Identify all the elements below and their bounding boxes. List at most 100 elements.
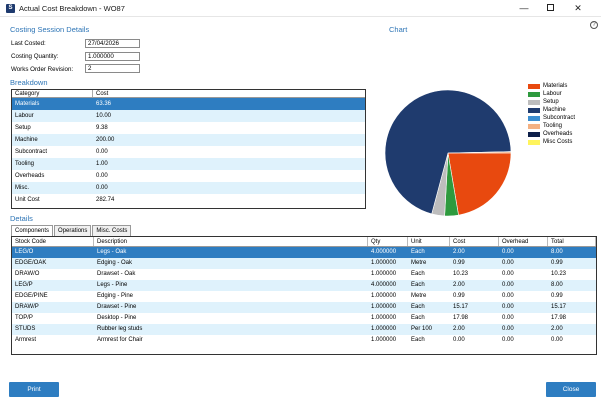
breakdown-title: Breakdown bbox=[10, 78, 48, 87]
cost-column-header[interactable]: Cost bbox=[96, 91, 109, 97]
total-cell: 8.00 bbox=[551, 282, 563, 288]
legend-label: Materials bbox=[543, 83, 568, 89]
cost-cell: 10.23 bbox=[453, 271, 469, 277]
table-row[interactable]: STUDS Rubber leg studs 1.000000 Per 100 2.00… bbox=[12, 324, 596, 335]
legend-swatch bbox=[528, 123, 540, 129]
costing-quantity-field[interactable] bbox=[85, 52, 140, 61]
unit-cell: Metre bbox=[411, 260, 427, 266]
title-bar: S Actual Cost Breakdown - WO87 — ✕ bbox=[0, 0, 601, 17]
total-column-header[interactable]: Total bbox=[548, 237, 596, 246]
overhead-column-header[interactable]: Overhead bbox=[499, 237, 548, 246]
legend-item: Setup bbox=[528, 98, 575, 106]
stock-code-cell: STUDS bbox=[15, 326, 36, 332]
legend-label: Labour bbox=[543, 91, 562, 97]
breakdown-category-cell: Materials bbox=[15, 101, 40, 107]
cost-cell: 17.98 bbox=[453, 315, 469, 321]
table-row[interactable]: Armrest Armrest for Chair 1.000000 Each 0.00… bbox=[12, 335, 596, 346]
table-row[interactable]: LEG/P Legs - Pine 4.000000 Each 2.00 0.00 8.00 bbox=[12, 280, 596, 291]
legend-label: Subcontract bbox=[543, 115, 576, 121]
details-header: Stock Code Description Qty Unit Cost Ove… bbox=[12, 237, 596, 247]
unit-cell: Each bbox=[411, 337, 425, 343]
legend-swatch bbox=[528, 131, 540, 137]
breakdown-category-cell: Overheads bbox=[15, 173, 45, 179]
close-button[interactable]: Close bbox=[546, 382, 596, 397]
overhead-cell: 0.00 bbox=[502, 293, 514, 299]
breakdown-row[interactable]: Tooling 1.00 bbox=[12, 158, 365, 170]
description-cell: Armrest for Chair bbox=[97, 337, 143, 343]
legend-item: Machine bbox=[528, 106, 575, 114]
overhead-cell: 0.00 bbox=[502, 337, 514, 343]
total-cell: 10.23 bbox=[551, 271, 567, 277]
breakdown-row[interactable]: Labour 10.00 bbox=[12, 110, 365, 122]
cost-cell: 2.00 bbox=[453, 249, 465, 255]
breakdown-header: Category Cost bbox=[12, 90, 365, 98]
stock-code-cell: EDGE/OAK bbox=[15, 260, 47, 266]
minimize-icon[interactable]: — bbox=[519, 3, 529, 13]
maximize-icon[interactable] bbox=[537, 0, 563, 17]
legend-swatch bbox=[528, 99, 540, 105]
tab-operations[interactable]: Operations bbox=[54, 225, 92, 236]
total-cell: 15.17 bbox=[551, 304, 567, 310]
breakdown-category-cell: Misc. bbox=[15, 185, 29, 191]
description-cell: Edging - Oak bbox=[97, 260, 133, 266]
legend-swatch bbox=[528, 83, 540, 89]
breakdown-row[interactable]: Setup 9.38 bbox=[12, 122, 365, 134]
tab-components[interactable]: Components bbox=[11, 225, 54, 236]
table-row[interactable]: LEG/O Legs - Oak 4.000000 Each 2.00 0.00 8.00 bbox=[12, 247, 596, 258]
breakdown-row[interactable]: Subcontract 0.00 bbox=[12, 146, 365, 158]
cost-column-header[interactable]: Cost bbox=[450, 237, 499, 246]
help-icon[interactable]: ? bbox=[590, 21, 598, 29]
breakdown-cost-cell: 63.36 bbox=[96, 101, 112, 107]
breakdown-row[interactable]: Misc. 0.00 bbox=[12, 182, 365, 194]
unit-cell: Each bbox=[411, 304, 425, 310]
breakdown-row[interactable]: Machine 200.00 bbox=[12, 134, 365, 146]
legend-swatch bbox=[528, 139, 540, 145]
breakdown-row[interactable]: Unit Cost 282.74 bbox=[12, 194, 365, 206]
table-row[interactable]: DRAW/P Drawset - Pine 1.000000 Each 15.17 0.0… bbox=[12, 302, 596, 313]
legend-label: Misc Costs bbox=[543, 139, 573, 145]
qty-column-header[interactable]: Qty bbox=[368, 237, 408, 246]
description-cell: Desktop - Pine bbox=[97, 315, 137, 321]
description-column-header[interactable]: Description bbox=[94, 237, 368, 246]
details-table: Stock Code Description Qty Unit Cost Ove… bbox=[11, 236, 597, 355]
breakdown-cost-cell: 10.00 bbox=[96, 113, 112, 119]
breakdown-row[interactable]: Materials 63.36 bbox=[12, 98, 365, 110]
overhead-cell: 0.00 bbox=[502, 282, 514, 288]
unit-cell: Each bbox=[411, 249, 425, 255]
legend-label: Overheads bbox=[543, 131, 573, 137]
qty-cell: 1.000000 bbox=[371, 271, 397, 277]
overhead-cell: 0.00 bbox=[502, 249, 514, 255]
category-column-header[interactable]: Category bbox=[12, 90, 93, 97]
table-row[interactable]: EDGE/OAK Edging - Oak 1.000000 Metre 0.99 0.0… bbox=[12, 258, 596, 269]
stock-code-cell: LEG/P bbox=[15, 282, 33, 288]
print-button[interactable]: Print bbox=[9, 382, 59, 397]
table-row[interactable]: EDGE/PINE Edging - Pine 1.000000 Metre 0.99 0… bbox=[12, 291, 596, 302]
unit-cell: Each bbox=[411, 315, 425, 321]
works-order-revision-field[interactable] bbox=[85, 64, 140, 73]
app-icon: S bbox=[6, 4, 15, 13]
total-cell: 8.00 bbox=[551, 249, 563, 255]
stock-code-cell: DRAW/P bbox=[15, 304, 39, 310]
pie-slice-materials bbox=[447, 152, 512, 216]
stock-code-column-header[interactable]: Stock Code bbox=[12, 237, 94, 246]
table-row[interactable]: DRAW/O Drawset - Oak 1.000000 Each 10.23 0.00… bbox=[12, 269, 596, 280]
breakdown-cost-cell: 0.00 bbox=[96, 149, 108, 155]
breakdown-cost-cell: 200.00 bbox=[96, 137, 115, 143]
cost-cell: 2.00 bbox=[453, 282, 465, 288]
breakdown-cost-cell: 1.00 bbox=[96, 161, 108, 167]
qty-cell: 1.000000 bbox=[371, 293, 397, 299]
details-title: Details bbox=[10, 214, 33, 223]
close-window-icon[interactable]: ✕ bbox=[574, 3, 582, 13]
breakdown-category-cell: Setup bbox=[15, 125, 31, 131]
cost-cell: 2.00 bbox=[453, 326, 465, 332]
tab-misc-costs[interactable]: Misc. Costs bbox=[92, 225, 132, 236]
legend-label: Tooling bbox=[543, 123, 563, 129]
breakdown-cost-cell: 282.74 bbox=[96, 197, 115, 203]
qty-cell: 1.000000 bbox=[371, 315, 397, 321]
unit-column-header[interactable]: Unit bbox=[408, 237, 450, 246]
breakdown-row[interactable]: Overheads 0.00 bbox=[12, 170, 365, 182]
breakdown-body: Materials 63.36 Labour 10.00 Setup 9.38 Machin… bbox=[12, 98, 365, 206]
legend-item: Subcontract bbox=[528, 114, 575, 122]
last-costed-field[interactable] bbox=[85, 39, 140, 48]
table-row[interactable]: TOP/P Desktop - Pine 1.000000 Each 17.98 0.00… bbox=[12, 313, 596, 324]
